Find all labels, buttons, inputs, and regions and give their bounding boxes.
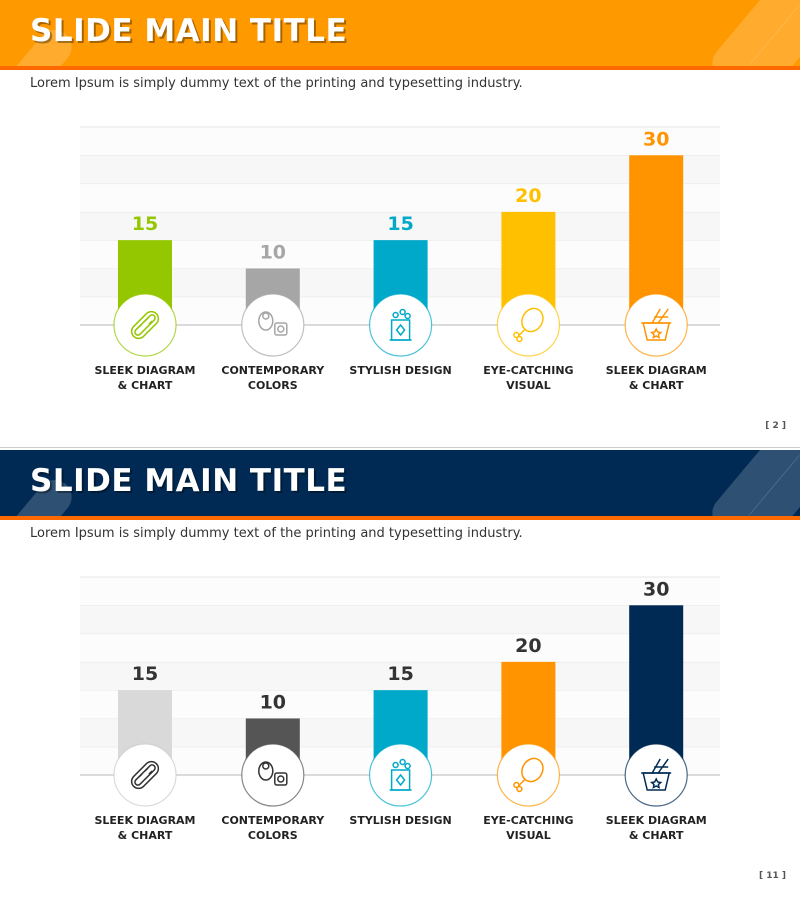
category-label: CONTEMPORARY xyxy=(221,814,325,827)
sushi-icon xyxy=(258,311,288,336)
popcorn-icon xyxy=(389,758,412,791)
data-label: 20 xyxy=(515,185,541,207)
category-label: STYLISH DESIGN xyxy=(349,364,451,377)
grid-band xyxy=(80,661,720,691)
data-label: 20 xyxy=(515,635,541,657)
icon-circle xyxy=(496,293,561,357)
grid-band xyxy=(80,633,720,662)
header-accent-line xyxy=(0,516,800,520)
category-label: EYE-CATCHING xyxy=(483,364,573,377)
bar-chart: 15 SLEEK DIAGRAM & CHART 10 CONTEMPORARY COLO… xyxy=(80,576,720,842)
bar-chart: 15 SLEEK DIAGRAM & CHART 10 CONTEMPORARY COLO… xyxy=(80,126,720,392)
category-label: & CHART xyxy=(118,379,173,392)
category-label: VISUAL xyxy=(506,829,551,842)
popcorn-icon xyxy=(389,308,412,341)
noodle-box-icon xyxy=(641,308,672,341)
grid-band xyxy=(80,211,720,241)
hotdog-icon xyxy=(130,310,160,340)
category-label: & CHART xyxy=(118,829,173,842)
chicken-leg-icon xyxy=(513,307,544,343)
grid-band xyxy=(80,183,720,212)
category-label: COLORS xyxy=(248,379,298,392)
category-label: SLEEK DIAGRAM xyxy=(94,364,195,377)
data-label: 10 xyxy=(260,241,286,263)
page-number: [ 2 ] xyxy=(765,421,786,431)
grid-band xyxy=(80,605,720,634)
category-label: SLEEK DIAGRAM xyxy=(606,364,707,377)
noodle-box-icon xyxy=(641,758,672,791)
category-label: COLORS xyxy=(248,829,298,842)
category-label: STYLISH DESIGN xyxy=(349,814,451,827)
icon-circle xyxy=(113,743,177,807)
slide-subtitle: Lorem Ipsum is simply dummy text of the … xyxy=(30,76,523,91)
slide-title: SLIDE MAIN TITLE xyxy=(30,463,348,499)
data-label: 15 xyxy=(387,663,413,685)
grid-band xyxy=(80,155,720,184)
data-label: 15 xyxy=(132,663,158,685)
hotdog-icon xyxy=(130,760,160,790)
data-label: 15 xyxy=(387,213,413,235)
category-label: SLEEK DIAGRAM xyxy=(606,814,707,827)
icon-circle xyxy=(113,293,177,357)
icon-circle xyxy=(624,743,688,807)
data-label: 10 xyxy=(260,691,286,713)
chicken-leg-icon xyxy=(513,757,544,793)
grid-band xyxy=(80,127,720,156)
category-label: SLEEK DIAGRAM xyxy=(94,814,195,827)
slide-header xyxy=(0,450,800,517)
slide-2: SLIDE MAIN TITLE Lorem Ipsum is simply d… xyxy=(0,450,800,898)
icon-circle xyxy=(624,293,688,357)
slide-subtitle: Lorem Ipsum is simply dummy text of the … xyxy=(30,526,523,541)
slide-header xyxy=(0,0,800,67)
data-label: 15 xyxy=(132,213,158,235)
data-label: 30 xyxy=(643,128,669,150)
slide-title: SLIDE MAIN TITLE xyxy=(30,13,348,49)
category-label: & CHART xyxy=(629,379,684,392)
slide-1: SLIDE MAIN TITLE Lorem Ipsum is simply d… xyxy=(0,0,800,448)
header-accent-line xyxy=(0,66,800,70)
grid-band xyxy=(80,577,720,606)
page-number: [ 11 ] xyxy=(758,871,786,881)
data-label: 30 xyxy=(643,578,669,600)
icon-circle xyxy=(496,743,561,807)
category-label: EYE-CATCHING xyxy=(483,814,573,827)
sushi-icon xyxy=(258,761,288,786)
category-label: CONTEMPORARY xyxy=(221,364,325,377)
category-label: & CHART xyxy=(629,829,684,842)
category-label: VISUAL xyxy=(506,379,551,392)
